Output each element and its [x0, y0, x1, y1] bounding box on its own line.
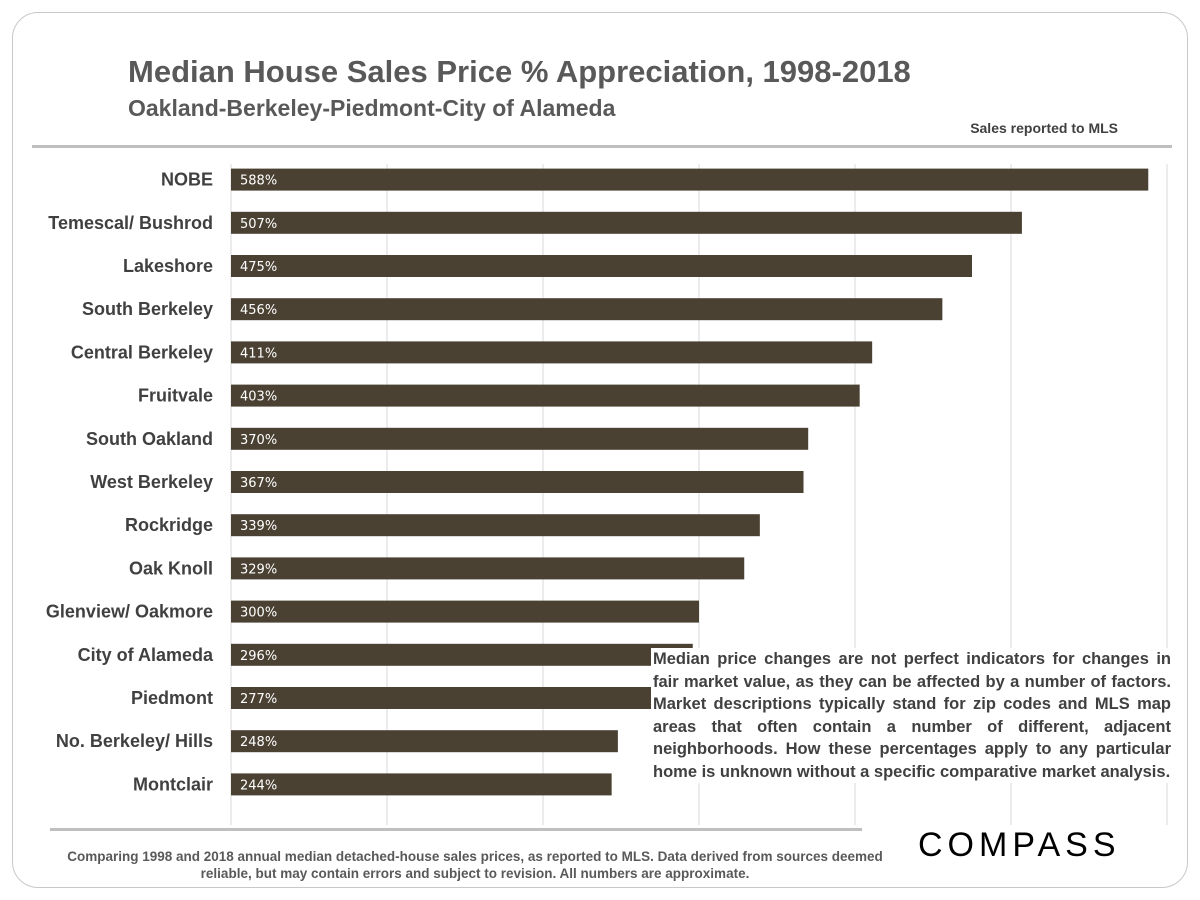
value-label: 329% — [240, 562, 277, 577]
value-label: 367% — [240, 476, 277, 491]
category-label: No. Berkeley/ Hills — [56, 731, 213, 751]
value-label: 475% — [240, 260, 277, 275]
value-label: 300% — [240, 606, 277, 621]
category-label: City of Alameda — [78, 645, 214, 665]
bar — [231, 255, 972, 277]
category-label: Fruitvale — [138, 386, 213, 406]
bar — [231, 211, 1022, 234]
category-label: South Berkeley — [82, 299, 213, 319]
bar — [231, 298, 943, 321]
value-label: 244% — [240, 778, 277, 793]
category-label: Central Berkeley — [71, 342, 213, 362]
top-divider — [32, 145, 1172, 148]
value-label: 403% — [240, 390, 277, 405]
chart-subtitle: Oakland-Berkeley-Piedmont-City of Alamed… — [128, 95, 616, 121]
value-label: 370% — [240, 433, 277, 448]
bars — [231, 168, 1149, 796]
bar — [231, 427, 809, 450]
bar — [231, 168, 1149, 191]
category-label: Rockridge — [125, 515, 213, 535]
bar-chart: NOBE Temescal/ Bushrod Lakeshore South Berk… — [46, 164, 1168, 825]
value-label: 277% — [240, 692, 277, 707]
value-label: 339% — [240, 519, 277, 534]
category-label: South Oakland — [86, 429, 213, 449]
value-label: 411% — [240, 346, 277, 361]
chart-title: Median House Sales Price % Appreciation,… — [128, 54, 911, 89]
category-label: West Berkeley — [90, 472, 213, 492]
value-label: 507% — [240, 217, 277, 232]
bar — [231, 730, 618, 753]
value-label: 296% — [240, 649, 277, 664]
bar — [231, 471, 804, 493]
category-label: NOBE — [161, 170, 213, 190]
value-label: 456% — [240, 303, 277, 318]
bar — [231, 773, 612, 796]
category-label: Temescal/ Bushrod — [48, 213, 213, 233]
category-labels: NOBE Temescal/ Bushrod Lakeshore South Berk… — [46, 170, 214, 795]
bar — [231, 600, 699, 623]
value-label: 248% — [240, 735, 277, 750]
category-label: Oak Knoll — [129, 558, 213, 578]
source-note: Sales reported to MLS — [970, 120, 1118, 136]
value-labels: 588% 507% 475% 456% 411% 403% 370% 367% 339% 329%… — [240, 174, 277, 794]
compass-logo: COMPASS — [918, 826, 1121, 864]
disclaimer-text: Median price changes are not perfect ind… — [651, 648, 1171, 783]
category-label: Glenview/ Oakmore — [46, 602, 213, 622]
bar — [231, 557, 745, 580]
bar — [231, 643, 693, 666]
value-label: 588% — [240, 174, 277, 189]
footer-text: Comparing 1998 and 2018 annual median de… — [67, 849, 883, 881]
category-label: Lakeshore — [123, 256, 213, 276]
bar — [231, 514, 760, 537]
bar — [231, 341, 873, 364]
bar — [231, 687, 664, 709]
category-label: Piedmont — [131, 688, 213, 708]
bar — [231, 384, 860, 407]
bottom-divider — [50, 828, 862, 831]
category-label: Montclair — [133, 774, 213, 794]
